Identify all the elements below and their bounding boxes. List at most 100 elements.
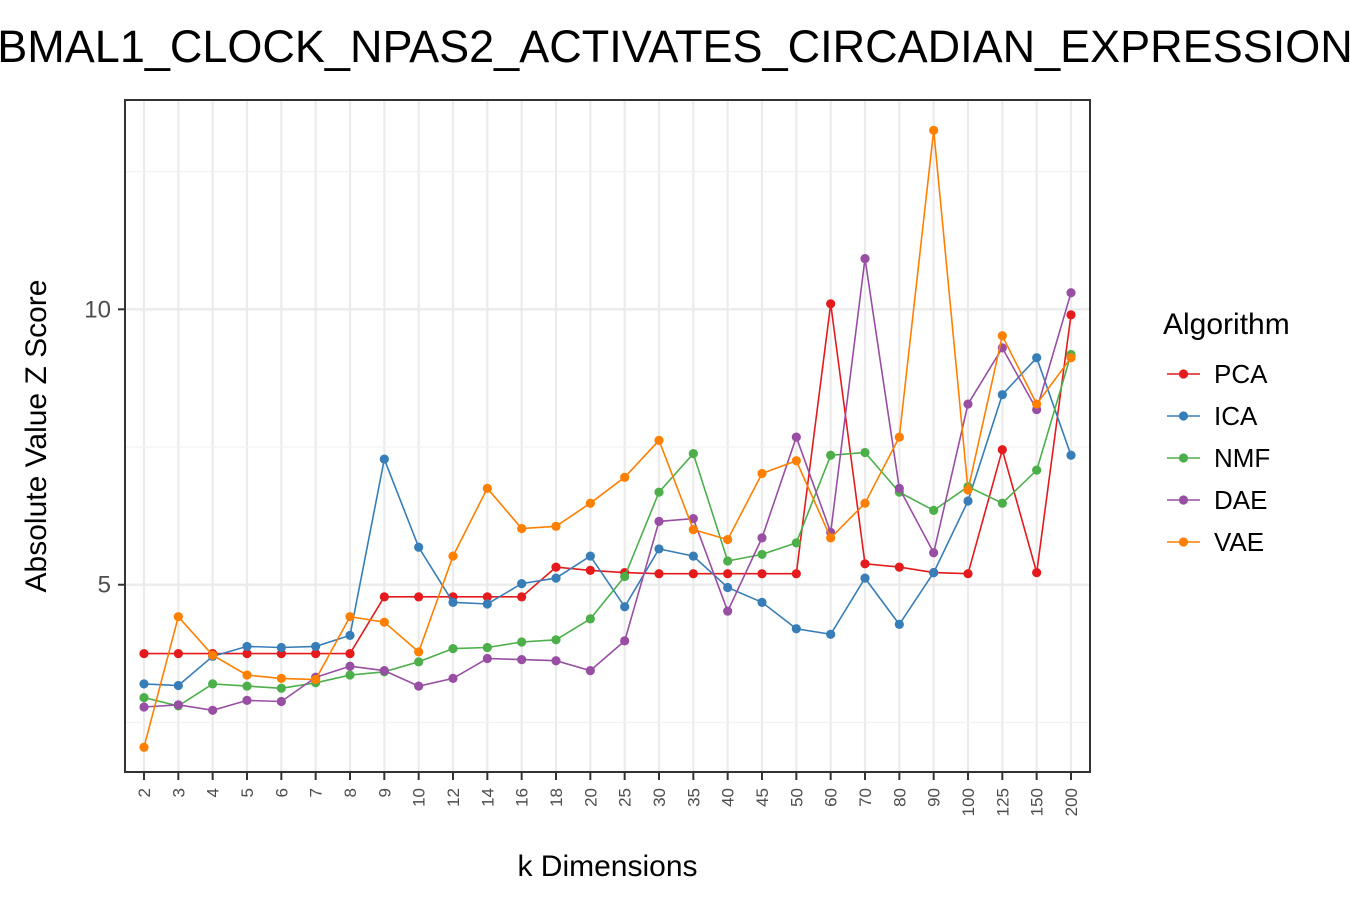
x-tick-label: 14 [478,788,497,807]
x-tick-label: 70 [856,788,875,807]
data-point-dae [448,673,458,683]
x-tick-label: 90 [925,788,944,807]
data-point-nmf [242,681,252,691]
data-point-nmf [585,614,595,624]
x-tick-label: 18 [547,788,566,807]
series-vae [139,125,1076,752]
x-tick-label: 16 [513,788,532,807]
data-point-dae [1066,288,1076,298]
x-tick-label: 45 [753,788,772,807]
data-point-ica [791,624,801,634]
x-tick-label: 5 [238,788,257,797]
data-point-dae [688,514,698,524]
legend-label: VAE [1214,527,1264,557]
series-lines [139,125,1076,752]
y-tick-label: 5 [98,572,111,599]
data-point-ica [688,551,698,561]
data-point-dae [517,655,527,665]
data-point-nmf [448,644,458,654]
x-tick-label: 4 [204,788,223,797]
data-point-vae [208,650,218,660]
data-point-dae [585,666,595,676]
data-point-nmf [482,642,492,653]
data-point-pca [654,569,664,579]
data-point-pca [173,648,183,659]
data-point-pca [311,648,321,659]
plot-border [124,99,1091,773]
data-point-dae [551,656,561,666]
legend: Algorithm PCA ICA NMF DAE VAE [1163,308,1290,557]
series-line-ica [143,356,1072,687]
data-point-vae [997,331,1007,341]
data-point-dae [208,705,218,715]
data-point-dae [620,636,630,646]
x-tick-label: 9 [375,788,394,797]
data-point-dae [963,399,973,409]
x-tick-label: 10 [410,788,429,807]
legend-marker [1178,411,1189,421]
data-point-vae [620,472,630,482]
data-point-dae [757,533,767,543]
data-point-nmf [208,679,218,689]
legend-marker [1178,495,1189,505]
data-point-ica [826,629,836,639]
series-line-pca [144,303,1072,655]
grid-lines [125,100,1090,772]
data-point-pca [517,592,527,602]
data-point-ica [585,551,595,561]
x-tick-label: 6 [272,788,291,797]
data-point-nmf [723,556,733,566]
data-point-vae [482,483,492,493]
legend-label: PCA [1214,359,1268,389]
data-point-vae [551,521,561,531]
x-tick-label: 30 [650,788,669,807]
legend-marker [1178,453,1189,463]
data-point-pca [242,648,252,659]
data-point-ica [139,679,149,689]
data-point-nmf [276,683,286,693]
data-point-vae [414,647,424,657]
data-point-dae [929,548,939,558]
data-point-ica [929,568,939,578]
data-point-vae [929,125,939,135]
data-point-nmf [997,498,1007,508]
data-point-nmf [139,693,149,703]
x-tick-label: 8 [341,788,360,797]
data-point-vae [1032,399,1042,409]
data-point-dae [379,666,389,676]
data-point-pca [585,565,595,576]
data-point-pca [1032,568,1042,578]
data-point-ica [517,579,527,589]
data-point-nmf [791,538,801,548]
data-point-ica [963,496,973,506]
data-point-pca [894,562,904,572]
data-point-nmf [1032,465,1042,475]
x-tick-label: 7 [307,788,326,797]
x-tick-label: 60 [822,788,841,807]
data-point-vae [894,432,904,442]
data-point-ica [723,582,733,593]
data-point-ica [242,641,252,652]
data-point-nmf [826,450,836,460]
data-point-dae [139,702,149,712]
data-point-nmf [654,487,664,497]
data-point-vae [723,534,733,545]
data-point-vae [860,498,870,508]
legend-label: ICA [1214,401,1258,431]
data-point-dae [791,432,801,442]
data-point-vae [1066,353,1076,363]
data-point-ica [997,390,1007,400]
legend-item-pca: PCA [1167,359,1268,389]
data-point-ica [482,599,492,609]
data-point-pca [139,648,149,659]
data-point-vae [654,435,664,446]
x-tick-label: 35 [684,788,703,807]
series-line-vae [143,130,1072,748]
data-point-pca [345,648,355,659]
data-point-dae [173,700,183,710]
data-point-ica [551,573,561,583]
data-point-nmf [517,637,527,647]
data-point-ica [894,619,904,629]
data-point-ica [276,642,286,653]
